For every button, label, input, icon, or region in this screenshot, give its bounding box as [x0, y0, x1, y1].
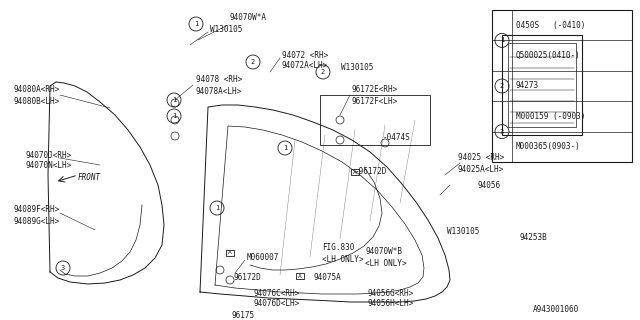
Text: 0450S   (-0410): 0450S (-0410) — [516, 21, 586, 30]
Text: 96175: 96175 — [232, 310, 255, 319]
Bar — [227, 250, 234, 256]
Text: 94089G<LH>: 94089G<LH> — [13, 217, 60, 226]
Bar — [502, 35, 582, 135]
Text: 96172F<LH>: 96172F<LH> — [352, 97, 398, 106]
Text: Q500025(0410-): Q500025(0410-) — [516, 51, 580, 60]
Text: 2: 2 — [321, 69, 325, 75]
Text: 94253B: 94253B — [519, 234, 547, 243]
Text: W130105: W130105 — [210, 26, 243, 35]
Text: 94056: 94056 — [477, 180, 500, 189]
Text: FRONT: FRONT — [78, 173, 101, 182]
Text: -96172D: -96172D — [355, 167, 387, 177]
Text: 94070W*A: 94070W*A — [230, 13, 267, 22]
Bar — [296, 273, 303, 279]
Text: 94072 <RH>: 94072 <RH> — [282, 51, 328, 60]
Text: -0474S: -0474S — [383, 133, 411, 142]
Text: 94070J<RH>: 94070J<RH> — [26, 150, 72, 159]
Text: 94076D<LH>: 94076D<LH> — [253, 300, 300, 308]
Text: M000159 (-0903): M000159 (-0903) — [516, 112, 586, 121]
Text: 94075A: 94075A — [314, 274, 342, 283]
Text: A: A — [298, 274, 302, 278]
Text: W130105: W130105 — [447, 228, 479, 236]
Text: 94056H<LH>: 94056H<LH> — [367, 300, 413, 308]
Text: 1: 1 — [283, 145, 287, 151]
Text: 94056G<RH>: 94056G<RH> — [367, 289, 413, 298]
Text: 94080B<LH>: 94080B<LH> — [13, 97, 60, 106]
Text: 1: 1 — [500, 37, 504, 44]
Text: 94072A<LH>: 94072A<LH> — [282, 61, 328, 70]
Text: 96172E<RH>: 96172E<RH> — [352, 85, 398, 94]
Text: A: A — [228, 251, 232, 255]
Text: 94025 <RH>: 94025 <RH> — [458, 154, 504, 163]
Text: A: A — [353, 170, 357, 174]
Text: FIG.830: FIG.830 — [322, 244, 355, 252]
Text: 2: 2 — [251, 59, 255, 65]
Text: 94078A<LH>: 94078A<LH> — [196, 86, 243, 95]
Text: 1: 1 — [194, 21, 198, 27]
Text: 96172D: 96172D — [233, 274, 260, 283]
Text: 94089F<RH>: 94089F<RH> — [13, 205, 60, 214]
Text: 94070W*B: 94070W*B — [365, 247, 402, 257]
Text: M060007: M060007 — [247, 252, 280, 261]
Text: A943001060: A943001060 — [533, 306, 579, 315]
Text: <LH ONLY>: <LH ONLY> — [365, 259, 406, 268]
Text: 2: 2 — [500, 83, 504, 89]
Text: 94078 <RH>: 94078 <RH> — [196, 76, 243, 84]
Text: 94076C<RH>: 94076C<RH> — [253, 289, 300, 298]
Text: 1: 1 — [172, 97, 176, 103]
Text: 94080A<RH>: 94080A<RH> — [13, 85, 60, 94]
Text: 3: 3 — [61, 265, 65, 271]
Text: W130105: W130105 — [341, 63, 373, 73]
Bar — [351, 169, 358, 175]
Text: <LH ONLY>: <LH ONLY> — [322, 254, 364, 263]
Text: 3: 3 — [500, 129, 504, 135]
Text: 94070N<LH>: 94070N<LH> — [26, 162, 72, 171]
Bar — [492, 10, 632, 162]
Text: 94273: 94273 — [516, 82, 539, 91]
Bar — [320, 95, 430, 145]
Text: 1: 1 — [172, 113, 176, 119]
Text: M000365(0903-): M000365(0903-) — [516, 142, 580, 151]
Text: 1: 1 — [215, 205, 219, 211]
Bar — [508, 43, 576, 127]
Text: 94025A<LH>: 94025A<LH> — [458, 164, 504, 173]
